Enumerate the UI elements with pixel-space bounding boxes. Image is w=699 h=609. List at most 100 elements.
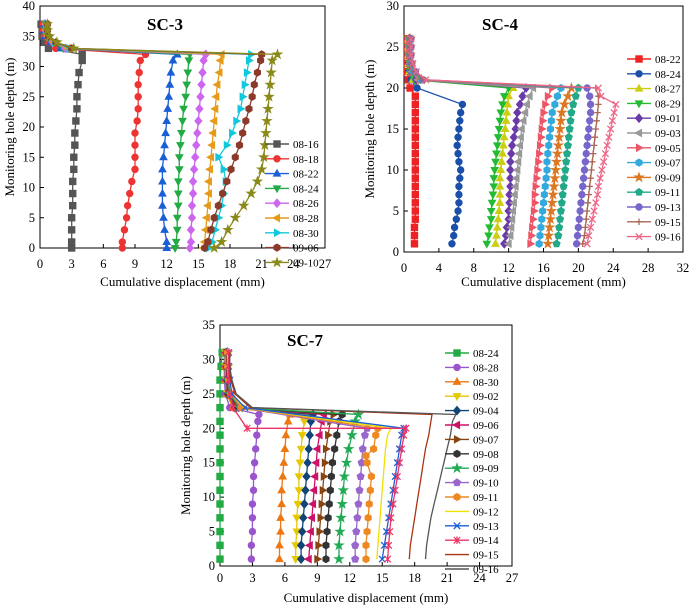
data-point [188, 188, 198, 199]
legend-item-09-09: 09-09 [627, 171, 681, 184]
y-tick-label: 25 [23, 90, 36, 104]
y-tick-label: 30 [387, 0, 400, 13]
data-point [540, 190, 548, 199]
data-point [249, 486, 258, 494]
data-point [263, 90, 275, 102]
series-line-09-16 [229, 352, 457, 560]
data-point [400, 431, 408, 440]
data-point [515, 141, 524, 150]
data-point [294, 487, 304, 496]
data-point [277, 499, 287, 508]
data-point [454, 133, 462, 141]
legend-item-09-08: 09-08 [445, 449, 499, 461]
data-point [265, 66, 277, 78]
legend-marker [273, 228, 282, 238]
legend-label: 08-22 [655, 54, 681, 66]
data-point [170, 244, 180, 253]
data-point [229, 211, 242, 223]
data-point [253, 431, 261, 439]
data-point [411, 149, 420, 158]
data-point [529, 223, 538, 232]
data-point [410, 223, 419, 232]
data-point [248, 92, 256, 101]
legend-label: 08-22 [293, 169, 319, 181]
data-point [543, 157, 551, 166]
legend-item-09-15: 09-15 [627, 217, 681, 229]
data-point [536, 141, 545, 150]
legend-label: 08-26 [293, 198, 319, 210]
data-point [131, 141, 139, 149]
data-point [499, 132, 509, 141]
data-point [489, 175, 499, 184]
data-point [410, 240, 419, 248]
y-tick-label: 0 [209, 559, 215, 573]
series-09-16 [229, 352, 457, 560]
data-point [516, 124, 525, 134]
data-point [255, 163, 268, 175]
data-point [318, 499, 327, 509]
data-point [543, 221, 556, 233]
y-tick-label: 20 [23, 120, 36, 134]
legend-marker [452, 393, 462, 402]
data-point [608, 117, 617, 125]
data-point [598, 166, 606, 174]
data-point [166, 67, 176, 76]
data-point [247, 555, 256, 563]
data-point [367, 472, 375, 481]
legend-item-09-16: 09-16 [445, 564, 499, 576]
legend-marker [634, 100, 644, 109]
data-point [309, 485, 318, 495]
data-point [597, 92, 605, 100]
legend-item-08-24: 08-24 [627, 69, 681, 81]
data-point [575, 215, 583, 223]
y-tick-label: 20 [387, 81, 400, 95]
data-point [186, 224, 196, 235]
data-point [411, 199, 420, 207]
data-point [512, 115, 521, 126]
data-point [304, 540, 313, 550]
data-point [248, 514, 257, 522]
legend-item-09-10: 09-10 [265, 256, 319, 269]
data-point [211, 92, 220, 102]
data-point [491, 238, 500, 247]
legend-marker [453, 349, 461, 357]
data-point [161, 128, 170, 137]
legend-label: 09-10 [293, 257, 319, 269]
data-point [320, 472, 329, 481]
data-point [546, 133, 554, 142]
data-point [551, 100, 559, 109]
data-point [564, 132, 573, 141]
data-point [293, 500, 303, 509]
data-point [588, 215, 596, 223]
data-point [546, 124, 555, 134]
data-point [411, 215, 420, 223]
data-point [594, 182, 603, 191]
data-point [506, 223, 515, 232]
series-09-15 [229, 352, 433, 560]
data-point [338, 470, 351, 482]
data-point [174, 154, 184, 163]
legend-label: 09-11 [655, 187, 680, 199]
x-tick-label: 28 [642, 261, 655, 275]
data-point [387, 513, 395, 522]
legend-item-09-07: 09-07 [445, 434, 499, 446]
data-point [297, 432, 307, 441]
legend-marker [634, 128, 643, 138]
y-tick-label: 30 [23, 60, 36, 74]
data-point [135, 68, 143, 77]
data-point [494, 206, 504, 215]
data-point [455, 158, 463, 166]
data-point [370, 444, 378, 454]
data-point [358, 444, 367, 453]
data-point [249, 472, 258, 481]
legend-item-09-12: 09-12 [445, 506, 499, 518]
data-point [223, 140, 232, 150]
data-point [364, 513, 372, 522]
data-point [187, 212, 197, 223]
legend-label: 09-09 [473, 463, 499, 475]
data-point [552, 239, 561, 248]
x-tick-label: 0 [37, 257, 43, 271]
data-point [216, 541, 224, 550]
data-point [206, 152, 215, 162]
legend-marker [452, 376, 462, 385]
